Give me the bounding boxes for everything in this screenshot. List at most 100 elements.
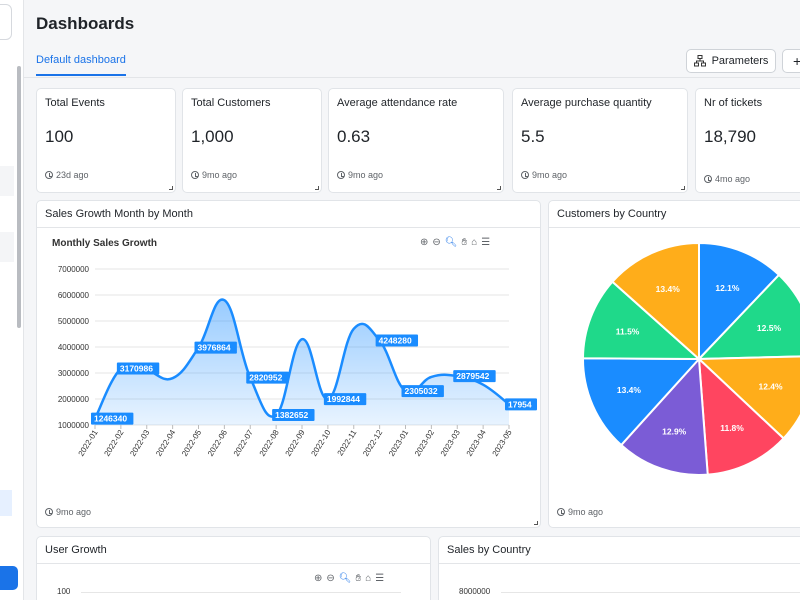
page-title: Dashboards bbox=[36, 14, 135, 33]
y-tick-label: 7000000 bbox=[58, 265, 90, 274]
customers-pie-chart[interactable]: 12.1% 12.5% 12.4% 11.8% 12.9% 13.4% 11.5% 13.4% bbox=[549, 229, 800, 489]
x-tick-label: 2022-07 bbox=[232, 428, 255, 458]
x-tick-label: 2022-05 bbox=[180, 428, 203, 458]
chart-title: Monthly Sales Growth bbox=[52, 238, 158, 249]
panel-updated-text: 9mo ago bbox=[568, 507, 604, 517]
panel-updated-text: 9mo ago bbox=[56, 507, 92, 517]
kpi-value: 5.5 bbox=[521, 127, 545, 146]
data-label: 1382652 bbox=[275, 410, 308, 420]
panel-user-growth[interactable]: User Growth ⊕ ⊖ 🔍︎ ✋︎ ⌂ ☰ 100 bbox=[36, 536, 431, 600]
sidebar-scrollbar[interactable] bbox=[17, 66, 21, 328]
data-label: 2305032 bbox=[405, 386, 438, 396]
zoom-out-icon[interactable]: ⊖ bbox=[326, 573, 335, 584]
sales-line-series[interactable] bbox=[93, 298, 510, 420]
pie-slice-label: 13.4% bbox=[656, 284, 681, 294]
x-tick-label: 2022-06 bbox=[206, 428, 229, 458]
clock-icon bbox=[557, 508, 565, 516]
kpi-card-total-events[interactable]: Total Events 100 23d ago bbox=[36, 88, 176, 193]
zoom-in-icon[interactable]: ⊕ bbox=[314, 573, 323, 584]
panel-sales-growth[interactable]: Sales Growth Month by Month Monthly Sale… bbox=[36, 200, 541, 528]
tab-default-dashboard[interactable]: Default dashboard bbox=[36, 54, 126, 76]
parameters-button[interactable]: Parameters bbox=[686, 49, 776, 73]
resize-handle[interactable] bbox=[169, 186, 173, 190]
x-tick-label: 2022-04 bbox=[154, 428, 177, 458]
pie-slice[interactable] bbox=[582, 357, 702, 447]
x-tick-label: 2023-05 bbox=[491, 428, 514, 458]
add-widget-button[interactable]: + bbox=[782, 49, 800, 73]
pie-slice[interactable] bbox=[696, 355, 800, 440]
kpi-title: Average purchase quantity bbox=[521, 97, 652, 109]
chart-toolbar: ⊕ ⊖ 🔍︎ ✋︎ ⌂ ☰ bbox=[420, 237, 490, 248]
resize-handle[interactable] bbox=[315, 186, 319, 190]
panel-updated: 9mo ago bbox=[45, 507, 91, 517]
panel-title: Customers by Country bbox=[557, 208, 667, 220]
kpi-card-total-customers[interactable]: Total Customers 1,000 9mo ago bbox=[182, 88, 322, 193]
data-label-box bbox=[116, 362, 160, 375]
gridline bbox=[501, 592, 800, 593]
zoom-in-icon[interactable]: ⊕ bbox=[420, 237, 429, 248]
kpi-updated-text: 23d ago bbox=[56, 170, 89, 180]
kpi-card-attendance-rate[interactable]: Average attendance rate 0.63 9mo ago bbox=[328, 88, 504, 193]
pie-slice[interactable] bbox=[697, 356, 785, 476]
kpi-updated: 23d ago bbox=[45, 170, 89, 180]
kpi-updated-text: 9mo ago bbox=[532, 170, 568, 180]
x-tick-label: 2023-01 bbox=[387, 428, 410, 458]
x-tick-label: 2023-04 bbox=[465, 428, 488, 458]
home-icon[interactable]: ⌂ bbox=[471, 237, 478, 248]
pie-slice[interactable] bbox=[619, 356, 709, 476]
pan-hand-icon[interactable]: ✋︎ bbox=[355, 573, 362, 584]
kpi-updated: 9mo ago bbox=[191, 170, 237, 180]
pie-slice[interactable] bbox=[611, 241, 700, 362]
pie-slice-label: 12.4% bbox=[758, 381, 783, 391]
panel-title: User Growth bbox=[45, 544, 107, 556]
resize-handle[interactable] bbox=[534, 521, 538, 525]
kpi-title: Nr of tickets bbox=[704, 97, 763, 109]
y-tick-label: 3000000 bbox=[58, 369, 90, 378]
sidebar-item[interactable] bbox=[0, 166, 14, 196]
menu-icon[interactable]: ☰ bbox=[375, 573, 385, 584]
kpi-updated: 9mo ago bbox=[521, 170, 567, 180]
pie-slice[interactable] bbox=[696, 273, 800, 361]
sidebar-item-active[interactable] bbox=[0, 490, 12, 516]
data-label-box bbox=[246, 371, 289, 384]
kpi-title: Average attendance rate bbox=[337, 97, 458, 109]
kpi-title: Total Customers bbox=[191, 97, 271, 109]
pie-slice-label: 12.5% bbox=[757, 323, 782, 333]
resize-handle[interactable] bbox=[681, 186, 685, 190]
kpi-updated-text: 4mo ago bbox=[715, 174, 751, 184]
sidebar-item[interactable] bbox=[0, 232, 14, 262]
sales-growth-chart[interactable]: 1000000 2000000 3000000 4000000 5000000 60000… bbox=[37, 257, 542, 467]
data-label: 3976864 bbox=[198, 343, 231, 353]
menu-icon[interactable]: ☰ bbox=[481, 237, 491, 248]
sales-area-fill bbox=[95, 299, 509, 425]
kpi-updated: 4mo ago bbox=[704, 174, 750, 184]
clock-icon bbox=[45, 508, 53, 516]
panel-customers-by-country[interactable]: Customers by Country 12.1% 12.5% 12.4% 11.8… bbox=[548, 200, 800, 528]
pie-slice-label: 12.1% bbox=[715, 283, 740, 293]
sidebar-action-button[interactable] bbox=[0, 566, 18, 590]
clock-icon bbox=[191, 171, 199, 179]
zoom-out-icon[interactable]: ⊖ bbox=[432, 237, 441, 248]
panel-sales-by-country[interactable]: Sales by Country 8000000 bbox=[438, 536, 800, 600]
home-icon[interactable]: ⌂ bbox=[365, 573, 372, 584]
pie-slice[interactable] bbox=[581, 280, 702, 361]
x-tick-label: 2022-02 bbox=[102, 428, 125, 458]
data-label: 2820952 bbox=[249, 373, 282, 383]
clock-icon bbox=[45, 171, 53, 179]
pie-slice-label: 13.4% bbox=[617, 385, 642, 395]
zoom-select-icon[interactable]: 🔍︎ bbox=[338, 573, 352, 584]
kpi-value: 100 bbox=[45, 127, 74, 146]
gridline bbox=[81, 592, 401, 593]
kpi-card-purchase-quantity[interactable]: Average purchase quantity 5.5 9mo ago bbox=[512, 88, 688, 193]
pie-slice[interactable] bbox=[698, 241, 781, 362]
panel-title: Sales Growth Month by Month bbox=[45, 208, 193, 220]
y-tick-label: 1000000 bbox=[58, 421, 90, 430]
resize-handle[interactable] bbox=[497, 186, 501, 190]
zoom-select-icon[interactable]: 🔍︎ bbox=[444, 237, 458, 248]
kpi-value: 0.63 bbox=[337, 127, 371, 146]
x-tick-label: 2023-03 bbox=[439, 428, 462, 458]
sidebar-search-box[interactable] bbox=[0, 4, 12, 40]
kpi-card-nr-of-tickets[interactable]: Nr of tickets 18,790 4mo ago bbox=[695, 88, 800, 193]
pan-hand-icon[interactable]: ✋︎ bbox=[461, 237, 468, 248]
data-label: 1246340 bbox=[94, 414, 127, 424]
